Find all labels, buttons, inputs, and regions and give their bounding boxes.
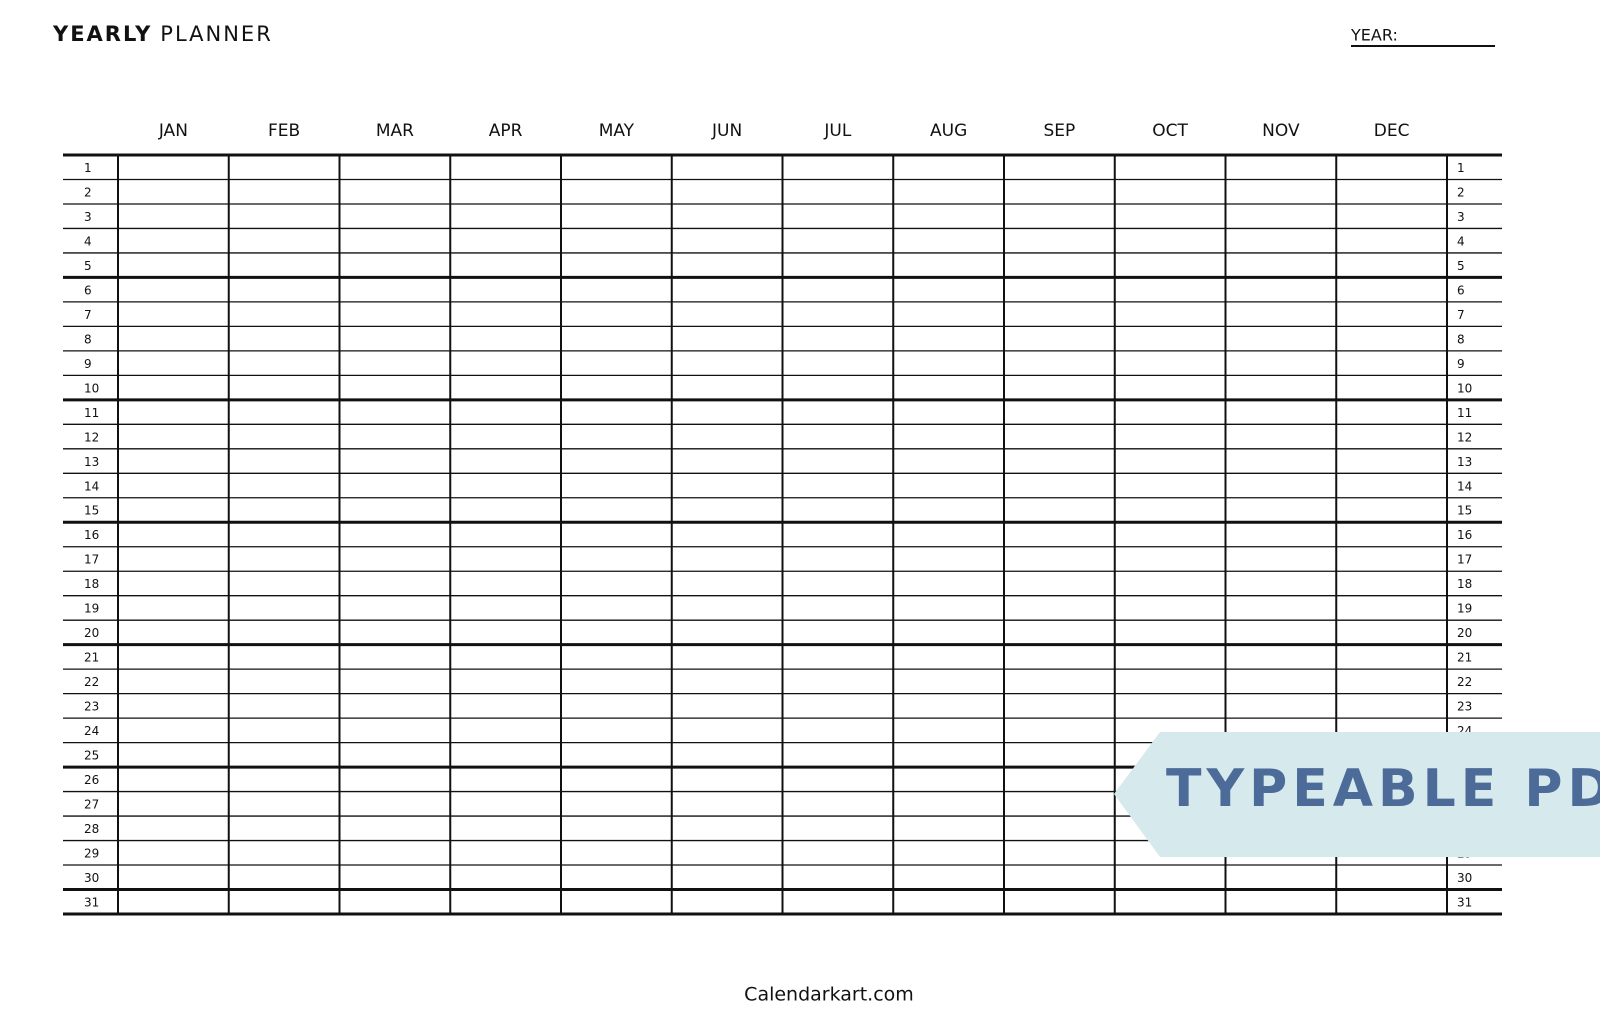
year-label: YEAR: [1350, 26, 1398, 45]
day-number-left: 10 [84, 381, 99, 395]
month-label: JAN [158, 121, 188, 141]
day-number-right: 6 [1457, 283, 1465, 297]
month-label: MAY [599, 121, 635, 141]
badge-text: TYPEABLE PDF [1166, 759, 1600, 819]
day-number-right: 21 [1457, 651, 1472, 665]
month-label: NOV [1262, 121, 1300, 141]
month-label: JUL [823, 121, 851, 141]
day-number-left: 8 [84, 332, 92, 346]
day-number-right: 19 [1457, 602, 1472, 616]
day-number-left: 22 [84, 675, 99, 689]
day-number-left: 7 [84, 308, 92, 322]
day-number-right: 12 [1457, 430, 1472, 444]
day-number-right: 7 [1457, 308, 1465, 322]
month-label: FEB [268, 121, 300, 141]
day-number-right: 1 [1457, 161, 1465, 175]
month-label: DEC [1374, 121, 1410, 141]
day-number-right: 10 [1457, 381, 1472, 395]
title-bold: YEARLY [52, 22, 152, 46]
day-number-right: 31 [1457, 895, 1472, 909]
day-number-right: 18 [1457, 577, 1472, 591]
day-number-left: 13 [84, 455, 99, 469]
day-number-left: 17 [84, 553, 99, 567]
day-number-left: 16 [84, 528, 99, 542]
day-number-right: 14 [1457, 479, 1472, 493]
day-number-right: 8 [1457, 332, 1465, 346]
day-number-left: 19 [84, 602, 99, 616]
day-number-left: 30 [84, 871, 99, 885]
badge: TYPEABLE PDF [1114, 732, 1600, 857]
title-rest: PLANNER [160, 22, 273, 46]
day-number-left: 11 [84, 406, 99, 420]
month-label: OCT [1152, 121, 1188, 141]
day-number-left: 6 [84, 283, 92, 297]
badge-shape [1114, 732, 1600, 857]
day-number-left: 31 [84, 895, 99, 909]
day-number-left: 5 [84, 259, 92, 273]
day-number-right: 16 [1457, 528, 1472, 542]
day-number-left: 12 [84, 430, 99, 444]
day-number-right: 13 [1457, 455, 1472, 469]
day-number-right: 22 [1457, 675, 1472, 689]
day-number-right: 5 [1457, 259, 1465, 273]
day-number-left: 2 [84, 185, 92, 199]
day-number-left: 9 [84, 357, 92, 371]
month-label: APR [489, 121, 523, 141]
month-label: AUG [930, 121, 967, 141]
day-number-right: 17 [1457, 553, 1472, 567]
day-number-left: 26 [84, 773, 99, 787]
day-number-right: 3 [1457, 210, 1465, 224]
day-number-right: 4 [1457, 234, 1465, 248]
day-number-left: 15 [84, 504, 99, 518]
day-number-left: 21 [84, 651, 99, 665]
day-number-right: 2 [1457, 185, 1465, 199]
footer: Calendarkart.com [744, 984, 914, 1006]
day-number-right: 23 [1457, 700, 1472, 714]
day-number-left: 27 [84, 798, 99, 812]
day-number-left: 28 [84, 822, 99, 836]
day-number-left: 29 [84, 847, 99, 861]
month-label: MAR [376, 121, 414, 141]
day-number-right: 9 [1457, 357, 1465, 371]
day-number-left: 18 [84, 577, 99, 591]
day-number-left: 3 [84, 210, 92, 224]
day-number-left: 4 [84, 234, 92, 248]
day-number-right: 11 [1457, 406, 1472, 420]
day-number-left: 20 [84, 626, 99, 640]
day-number-left: 25 [84, 749, 99, 763]
title: YEARLY PLANNER [52, 22, 273, 46]
day-number-left: 1 [84, 161, 92, 175]
day-number-left: 23 [84, 700, 99, 714]
day-number-left: 14 [84, 479, 99, 493]
day-number-right: 30 [1457, 871, 1472, 885]
month-label: JUN [711, 121, 742, 141]
day-number-right: 15 [1457, 504, 1472, 518]
month-label: SEP [1043, 121, 1075, 141]
day-number-right: 20 [1457, 626, 1472, 640]
day-number-left: 24 [84, 724, 99, 738]
